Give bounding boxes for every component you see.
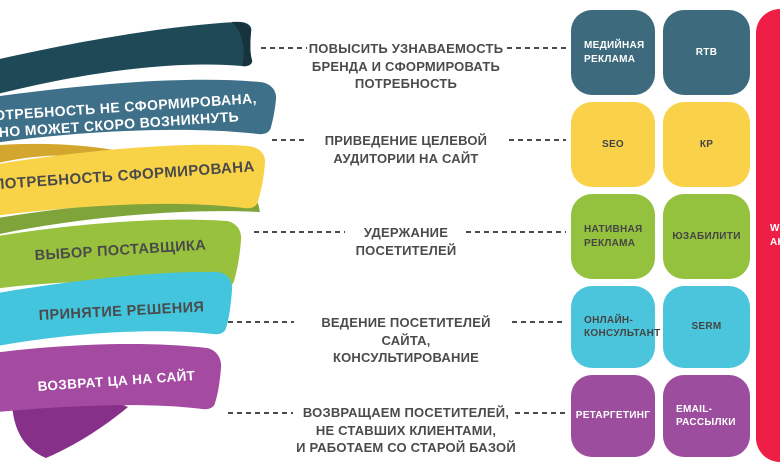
tool-card-kp: КР [663, 102, 750, 187]
tool-card-rtb: RTB [663, 10, 750, 95]
dash-line-left [228, 321, 294, 323]
tool-card-label: ОНЛАЙН-КОНСУЛЬТАНТ [584, 314, 661, 340]
dash-line-left [261, 47, 307, 49]
connector-text-line: УДЕРЖАНИЕ [363, 225, 449, 240]
dash-line-right [515, 412, 566, 414]
dash-line-right [507, 47, 566, 49]
connector-text-line: ПОВЫСИТЬ УЗНАВАЕМОСТЬ [308, 41, 504, 56]
dash-line-right [512, 321, 566, 323]
tool-card-usability: ЮЗАБИЛИТИ [663, 194, 750, 279]
tool-card-label: SEO [601, 138, 625, 150]
tool-card-label: ЮЗАБИЛИТИ [672, 230, 741, 242]
dash-line-left [254, 231, 345, 233]
tool-card-label: RTB [695, 46, 718, 58]
connector-text-line: ВЕДЕНИЕ ПОСЕТИТЕЛЕЙ САЙТА, [321, 315, 491, 348]
funnel-fold-vendor-selection [0, 200, 260, 234]
connector-text: УДЕРЖАНИЕ ПОСЕТИТЕЛЕЙ [296, 224, 516, 259]
web-analytics-bar: WEB-АНАЛИТИКА [756, 9, 780, 462]
connector-text: ПРИВЕДЕНИЕ ЦЕЛЕВОЙ АУДИТОРИИ НА САЙТ [296, 132, 516, 167]
funnel-stage-need-not-formed [0, 79, 277, 143]
connector-text: ПОВЫСИТЬ УЗНАВАЕМОСТЬ БРЕНДА И СФОРМИРОВ… [296, 40, 516, 93]
tool-card-seo: SEO [571, 102, 655, 187]
connector-text: ВОЗВРАЩАЕМ ПОСЕТИТЕЛЕЙ, НЕ СТАВШИХ КЛИЕН… [296, 404, 516, 457]
tool-card-native-ads: НАТИВНАЯ РЕКЛАМА [571, 194, 655, 279]
tool-card-label: КР [699, 138, 714, 150]
connector-text-line: И РАБОТАЕМ СО СТАРОЙ БАЗОЙ [296, 440, 516, 455]
funnel-fold-return-tail [12, 396, 128, 458]
tool-card-label: РЕТАРГЕТИНГ [575, 410, 651, 422]
dash-line-right [509, 139, 566, 141]
connector-text-line: ВОЗВРАЩАЕМ ПОСЕТИТЕЛЕЙ, [302, 405, 510, 420]
tool-card-retargeting: РЕТАРГЕТИНГ [571, 375, 655, 457]
connector-text-line: ПОТРЕБНОСТЬ [354, 76, 458, 91]
tool-card-online-consultant: ОНЛАЙН-КОНСУЛЬТАНТ [571, 286, 660, 368]
connector-text-line: НЕ СТАВШИХ КЛИЕНТАМИ, [315, 422, 497, 438]
connector-text-line: ПРИВЕДЕНИЕ ЦЕЛЕВОЙ [324, 133, 488, 148]
tool-card-label: МЕДИЙНАЯ РЕКЛАМА [584, 40, 645, 65]
funnel-stage-need-formed [0, 144, 266, 216]
tool-card-media-ads: МЕДИЙНАЯ РЕКЛАМА [571, 10, 655, 95]
tool-card-serm: SERM [663, 286, 750, 368]
connector-text-line: АУДИТОРИИ НА САЙТ [333, 150, 479, 166]
funnel-diagram: ПОТРЕБНОСТЬ НЕ СФОРМИРОВАНА, НО МОЖЕТ СК… [0, 21, 277, 458]
funnel-stage-label-group: ПОТРЕБНОСТЬ НЕ СФОРМИРОВАНА, НО МОЖЕТ СК… [0, 90, 257, 140]
connector-text-line: БРЕНДА И СФОРМИРОВАТЬ [311, 58, 501, 74]
web-analytics-label: WEB-АНАЛИТИКА [770, 223, 780, 248]
funnel-stage-decision-making [0, 271, 233, 346]
dash-line-right [466, 231, 566, 233]
connector-text-line: ПОСЕТИТЕЛЕЙ [355, 242, 457, 258]
funnel-stage-return-to-site [0, 344, 222, 412]
tool-card-label: НАТИВНАЯ РЕКЛАМА [584, 224, 643, 249]
connector-text-line: КОНСУЛЬТИРОВАНИЕ [332, 350, 480, 365]
tool-card-label: SERM [691, 321, 722, 333]
funnel-stage-vendor-selection [0, 219, 242, 289]
tool-card-label: EMAIL-РАССЫЛКИ [676, 403, 736, 429]
dash-line-left [272, 139, 307, 141]
connector-text: ВЕДЕНИЕ ПОСЕТИТЕЛЕЙ САЙТА, КОНСУЛЬТИРОВА… [296, 314, 516, 367]
funnel-stage-brand-awareness-tip-fold [232, 21, 253, 67]
funnel-stage-brand-awareness [0, 21, 253, 94]
dash-line-left [228, 412, 293, 414]
tool-card-email: EMAIL-РАССЫЛКИ [663, 375, 750, 457]
